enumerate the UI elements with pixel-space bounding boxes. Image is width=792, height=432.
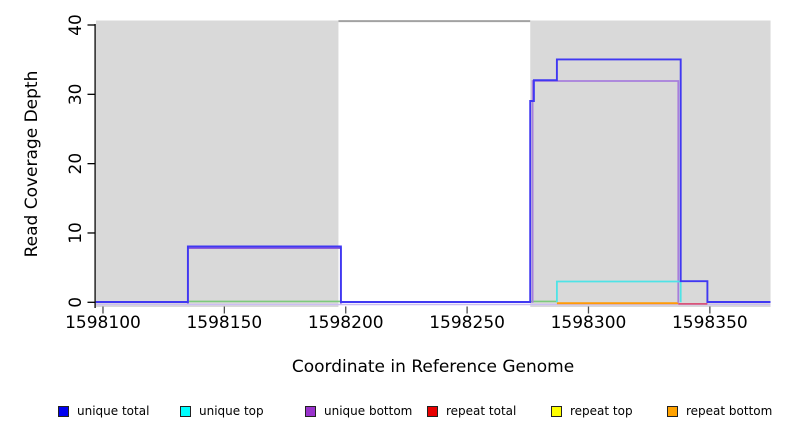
- x-tick-label: 1598150: [186, 313, 262, 333]
- y-axis-title: Read Coverage Depth: [22, 70, 42, 258]
- shaded-region: [530, 20, 771, 307]
- y-tick-label: 20: [66, 153, 86, 175]
- series-line-unique-bottom-region2: [531, 80, 680, 303]
- x-axis-title: Coordinate in Reference Genome: [291, 357, 575, 377]
- y-tick-label: 30: [66, 84, 86, 106]
- y-tick-label: 0: [66, 297, 86, 308]
- y-tick-label: 10: [66, 222, 86, 244]
- x-tick-label: 1598300: [551, 313, 627, 333]
- series-line-unique-top-region: [556, 280, 682, 303]
- x-tick-label: 1598100: [65, 313, 141, 333]
- y-tick-label: 40: [66, 14, 86, 36]
- shaded-region: [96, 20, 339, 307]
- series-line-unique-total-line: [95, 58, 771, 303]
- x-tick-label: 1598250: [429, 313, 505, 333]
- x-tick-label: 1598350: [672, 313, 748, 333]
- x-tick-label: 1598200: [308, 313, 384, 333]
